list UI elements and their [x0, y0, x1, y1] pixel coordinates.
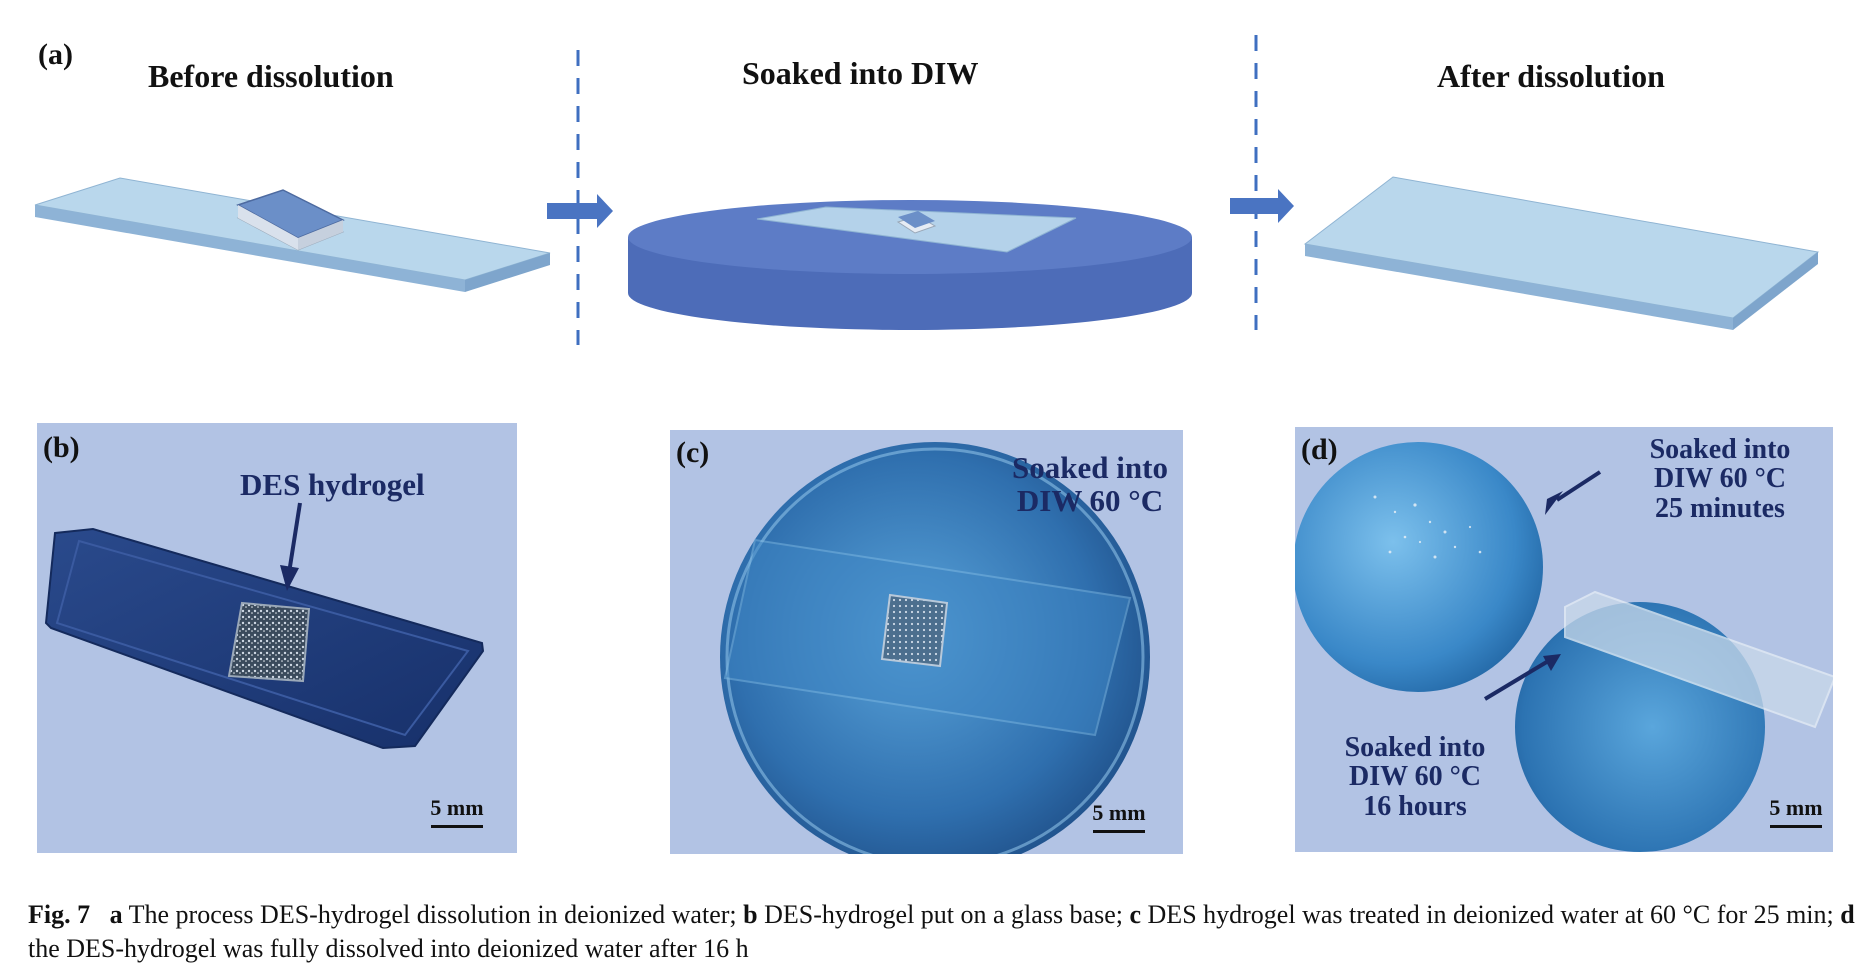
- caption-letter-b: b: [743, 900, 758, 929]
- panel-d-label: (d): [1301, 433, 1338, 466]
- panel-a-label: (a): [38, 38, 73, 71]
- annotation-des-hydrogel: DES hydrogel: [240, 467, 425, 502]
- panel-c-photo: (c) Soaked into DIW 60 °C 5 mm: [670, 430, 1183, 854]
- stage-title-soaked: Soaked into DIW: [742, 55, 979, 91]
- hydrogel-sample-b: [227, 601, 311, 683]
- glass-slide-d: [1564, 590, 1833, 729]
- caption-fig-label: Fig. 7: [28, 900, 91, 929]
- annotation-arrow-b: [287, 502, 302, 574]
- annotation-d-top: Soaked into DIW 60 °C 25 minutes: [1620, 434, 1820, 524]
- process-arrow-2: [1230, 189, 1294, 223]
- scale-bar-c: 5 mm: [1084, 800, 1154, 833]
- annotation-d-top-line-3: 25 minutes: [1655, 492, 1785, 524]
- annotation-d-top-line-2: DIW 60 °C: [1653, 463, 1787, 495]
- annotation-d-top-line-1: Soaked into: [1649, 434, 1791, 465]
- panel-c-label: (c): [676, 436, 710, 469]
- annotation-d-bottom-line-1: Soaked into: [1344, 732, 1486, 763]
- annotation-arrow-d-top: [1555, 470, 1602, 502]
- annotation-d-bottom-line-2: DIW 60 °C: [1348, 761, 1482, 793]
- photo-c-illustration: [720, 442, 1150, 854]
- photo-b-illustration: [44, 502, 485, 750]
- caption-text-a: The process DES-hydrogel dissolution in …: [122, 900, 744, 929]
- scale-bar-c-label: 5 mm: [1092, 800, 1146, 825]
- process-arrow-1: [547, 194, 613, 228]
- annotation-d-bottom-line-3: 16 hours: [1363, 790, 1467, 822]
- caption-text-b: DES-hydrogel put on a glass base;: [757, 900, 1130, 929]
- annotation-arrow-d-bottom: [1483, 658, 1552, 701]
- hydrogel-block-before: [236, 189, 345, 251]
- panel-a-schematic: [34, 35, 1820, 345]
- caption-letter-d: d: [1840, 900, 1855, 929]
- caption-text-d: the DES-hydrogel was fully dissolved int…: [28, 934, 749, 963]
- annotation-c: Soaked into DIW 60 °C: [990, 450, 1183, 518]
- stage-title-before: Before dissolution: [148, 58, 394, 94]
- panel-b-label: (b): [43, 431, 80, 464]
- annotation-c-line-1: Soaked into: [1012, 450, 1168, 485]
- scale-bar-b: 5 mm: [422, 795, 492, 828]
- stage-title-after: After dissolution: [1437, 58, 1665, 94]
- caption-letter-c: c: [1129, 900, 1142, 929]
- panel-b-photo: (b) DES hydrogel 5 mm: [37, 423, 517, 853]
- photo-d-illustration: [1295, 442, 1833, 852]
- panel-d-photo: (d) Soaked into DIW 60 °C 25 minutes Soa…: [1295, 427, 1833, 852]
- scale-bar-d: 5 mm: [1761, 795, 1831, 828]
- figure-caption: Fig. 7 a The process DES-hydrogel dissol…: [28, 898, 1858, 966]
- annotation-c-line-2: DIW 60 °C: [1016, 482, 1164, 518]
- scale-bar-b-label: 5 mm: [430, 795, 484, 820]
- caption-text-c: DES hydrogel was treated in deionized wa…: [1141, 900, 1841, 929]
- petri-dish: [628, 200, 1192, 330]
- caption-letter-a: a: [109, 900, 123, 929]
- petri-dish-d-top: [1295, 442, 1543, 692]
- scale-bar-d-label: 5 mm: [1769, 795, 1823, 820]
- hydrogel-sample-c: [880, 593, 949, 668]
- annotation-d-bottom: Soaked into DIW 60 °C 16 hours: [1315, 732, 1515, 822]
- glass-slide-after: [1303, 176, 1820, 330]
